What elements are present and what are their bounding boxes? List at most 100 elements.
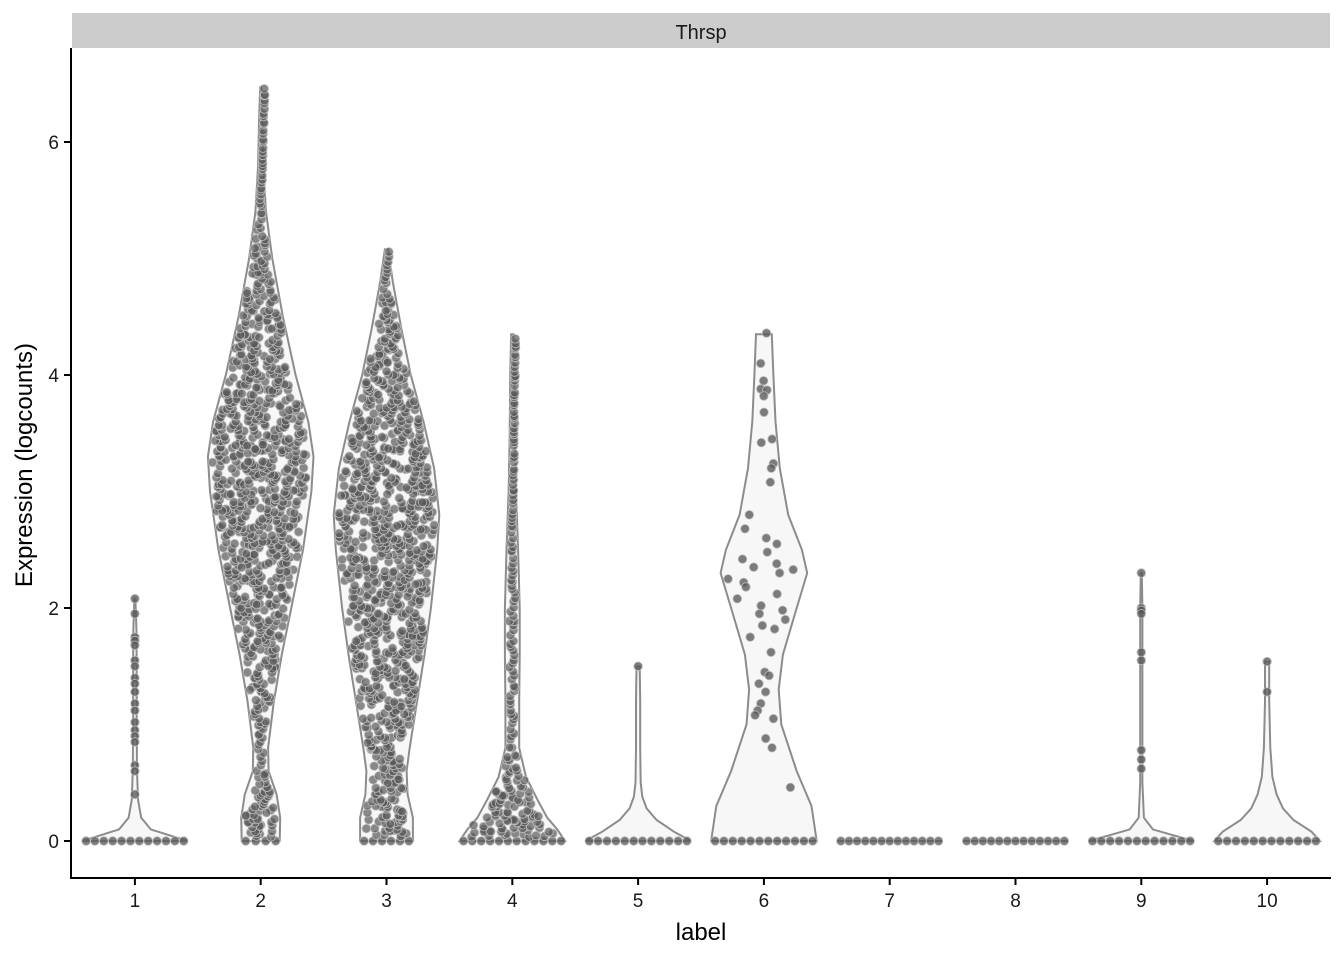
point-3 <box>382 489 393 500</box>
point-2 <box>222 562 233 572</box>
point-6 <box>772 539 782 549</box>
point-3 <box>373 609 383 619</box>
point-3 <box>392 521 402 531</box>
point-3 <box>351 554 361 564</box>
point-4 <box>531 830 541 841</box>
x-tick-label: 5 <box>633 891 644 912</box>
point-6 <box>763 836 774 846</box>
point-2 <box>282 464 293 474</box>
point-3 <box>358 542 368 552</box>
point-6 <box>759 407 769 418</box>
point-6 <box>737 554 748 564</box>
point-2 <box>242 441 252 451</box>
point-2 <box>289 508 300 518</box>
point-1 <box>130 679 140 689</box>
point-3 <box>363 738 373 748</box>
point-2 <box>240 836 251 846</box>
point-2 <box>228 373 239 383</box>
point-5 <box>633 661 643 672</box>
x-tick-label: 10 <box>1257 891 1278 912</box>
facet-label: Thrsp <box>675 22 726 44</box>
point-2 <box>267 324 277 334</box>
point-8 <box>994 836 1004 846</box>
point-6 <box>754 836 765 846</box>
point-1 <box>152 836 162 846</box>
point-8 <box>1010 836 1021 846</box>
point-10 <box>1302 836 1312 846</box>
point-2 <box>226 476 236 486</box>
point-3 <box>374 453 384 463</box>
point-8 <box>986 836 996 846</box>
point-9 <box>1176 836 1187 846</box>
point-2 <box>225 489 236 499</box>
point-1 <box>130 717 140 727</box>
point-4 <box>486 826 496 837</box>
point-3 <box>371 783 381 793</box>
point-6 <box>754 679 764 689</box>
point-2 <box>250 243 260 253</box>
point-2 <box>253 613 263 624</box>
point-3 <box>370 823 380 834</box>
point-2 <box>245 685 255 695</box>
point-6 <box>760 687 771 697</box>
point-4 <box>502 752 513 762</box>
point-6 <box>745 836 756 846</box>
point-2 <box>259 770 269 780</box>
point-10 <box>1240 836 1250 846</box>
point-4 <box>509 449 520 459</box>
point-3 <box>339 481 349 491</box>
point-2 <box>259 84 269 94</box>
point-2 <box>276 583 286 593</box>
point-1 <box>130 594 140 604</box>
point-3 <box>395 754 405 764</box>
point-3 <box>348 484 358 495</box>
point-4 <box>476 836 486 846</box>
point-3 <box>361 377 372 388</box>
point-10 <box>1249 836 1259 846</box>
point-5 <box>637 836 648 846</box>
point-5 <box>655 836 666 846</box>
point-7 <box>917 836 928 846</box>
violin-5 <box>584 665 692 842</box>
point-6 <box>772 559 782 569</box>
point-4 <box>510 334 521 344</box>
point-5 <box>646 836 657 846</box>
point-6 <box>754 609 765 619</box>
point-2 <box>228 497 239 507</box>
point-1 <box>130 789 140 800</box>
point-1 <box>134 836 145 846</box>
point-3 <box>397 806 407 817</box>
point-8 <box>1059 836 1070 846</box>
point-2 <box>236 562 247 573</box>
point-3 <box>352 406 362 416</box>
point-2 <box>267 531 277 541</box>
point-6 <box>781 836 791 846</box>
point-2 <box>292 497 302 507</box>
y-axis-title: Expression (logcounts) <box>11 343 38 587</box>
x-tick-label: 9 <box>1136 891 1147 912</box>
x-tick-label: 2 <box>255 891 266 912</box>
point-2 <box>298 463 309 473</box>
point-3 <box>374 319 384 329</box>
point-8 <box>1043 836 1053 846</box>
point-2 <box>254 332 264 343</box>
point-4 <box>468 820 479 830</box>
point-2 <box>264 558 274 568</box>
point-6 <box>759 391 769 401</box>
point-9 <box>1114 836 1124 846</box>
point-6 <box>744 510 755 520</box>
point-2 <box>258 440 268 450</box>
point-4 <box>505 742 515 753</box>
point-10 <box>1222 836 1232 846</box>
point-4 <box>482 812 492 823</box>
point-7 <box>901 836 911 846</box>
point-10 <box>1262 687 1272 697</box>
point-2 <box>292 552 302 562</box>
point-1 <box>143 836 153 846</box>
point-6 <box>767 743 777 753</box>
point-2 <box>269 814 280 824</box>
point-3 <box>351 513 361 523</box>
point-7 <box>909 836 919 846</box>
point-5 <box>584 836 595 846</box>
